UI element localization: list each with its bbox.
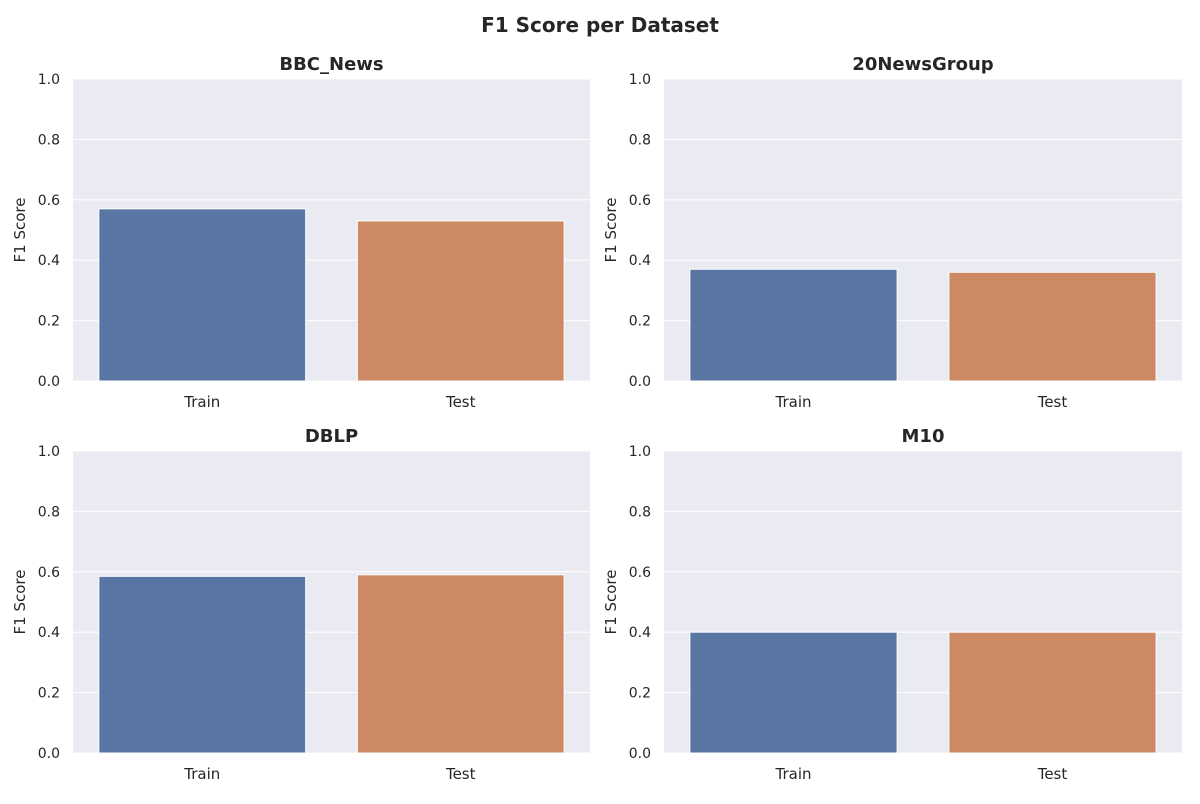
y-tick-label: 0.6 [629,193,651,209]
y-tick-label: 0.6 [38,193,60,209]
y-tick-label: 0.0 [629,374,651,390]
y-tick-label: 1.0 [629,444,651,460]
bar-train [689,268,898,382]
y-tick-label: 0.8 [629,132,651,148]
y-tick-label: 0.0 [38,746,60,762]
subplot-title: 20NewsGroup [852,54,993,75]
bar-test [356,220,565,382]
bar-train [98,575,307,754]
subplot-title: BBC_News [279,54,383,75]
y-axis-label: F1 Score [602,198,620,263]
x-tick-label: Test [445,393,476,411]
subplot-title: DBLP [305,426,358,447]
subplot-1: 0.0 0.2 0.4 0.6 0.8 1.0 Train Test BBC_News F1 Sc… [11,54,590,411]
y-tick-label: 1.0 [629,72,651,88]
bar-train [689,631,898,754]
subplot-2: 0.0 0.2 0.4 0.6 0.8 1.0 Train Test 20NewsGroup F1… [602,54,1182,411]
y-tick-label: 0.0 [38,374,60,390]
y-tick-label: 0.6 [629,565,651,581]
y-tick-label: 0.8 [38,132,60,148]
x-tick-label: Train [775,765,812,783]
y-tick-label: 0.6 [38,565,60,581]
y-tick-label: 0.4 [38,253,60,269]
subplot-4: 0.0 0.2 0.4 0.6 0.8 1.0 Train Test M10 F1 Score [602,426,1182,783]
y-tick-label: 0.8 [38,504,60,520]
y-tick-label: 1.0 [38,444,60,460]
y-tick-label: 0.0 [629,746,651,762]
x-tick-label: Train [183,765,220,783]
y-tick-label: 0.4 [629,253,651,269]
y-tick-label: 0.2 [38,314,60,330]
x-tick-label: Test [1037,393,1068,411]
y-tick-label: 1.0 [38,72,60,88]
y-tick-label: 0.8 [629,504,651,520]
x-tick-label: Test [445,765,476,783]
y-axis-label: F1 Score [11,570,29,635]
bar-train [98,208,307,382]
x-tick-label: Train [775,393,812,411]
y-axis-label: F1 Score [11,198,29,263]
subplot-title: M10 [902,426,945,447]
y-axis-label: F1 Score [602,570,620,635]
bar-test [948,271,1157,382]
bar-test [948,631,1157,754]
x-tick-label: Test [1037,765,1068,783]
y-tick-label: 0.2 [629,686,651,702]
x-tick-label: Train [183,393,220,411]
y-tick-label: 0.4 [629,625,651,641]
bar-test [356,574,565,754]
y-tick-label: 0.2 [38,686,60,702]
subplot-3: 0.0 0.2 0.4 0.6 0.8 1.0 Train Test DBLP F1 Score [11,426,590,783]
y-tick-label: 0.2 [629,314,651,330]
figure-title: F1 Score per Dataset [481,13,719,37]
y-tick-label: 0.4 [38,625,60,641]
